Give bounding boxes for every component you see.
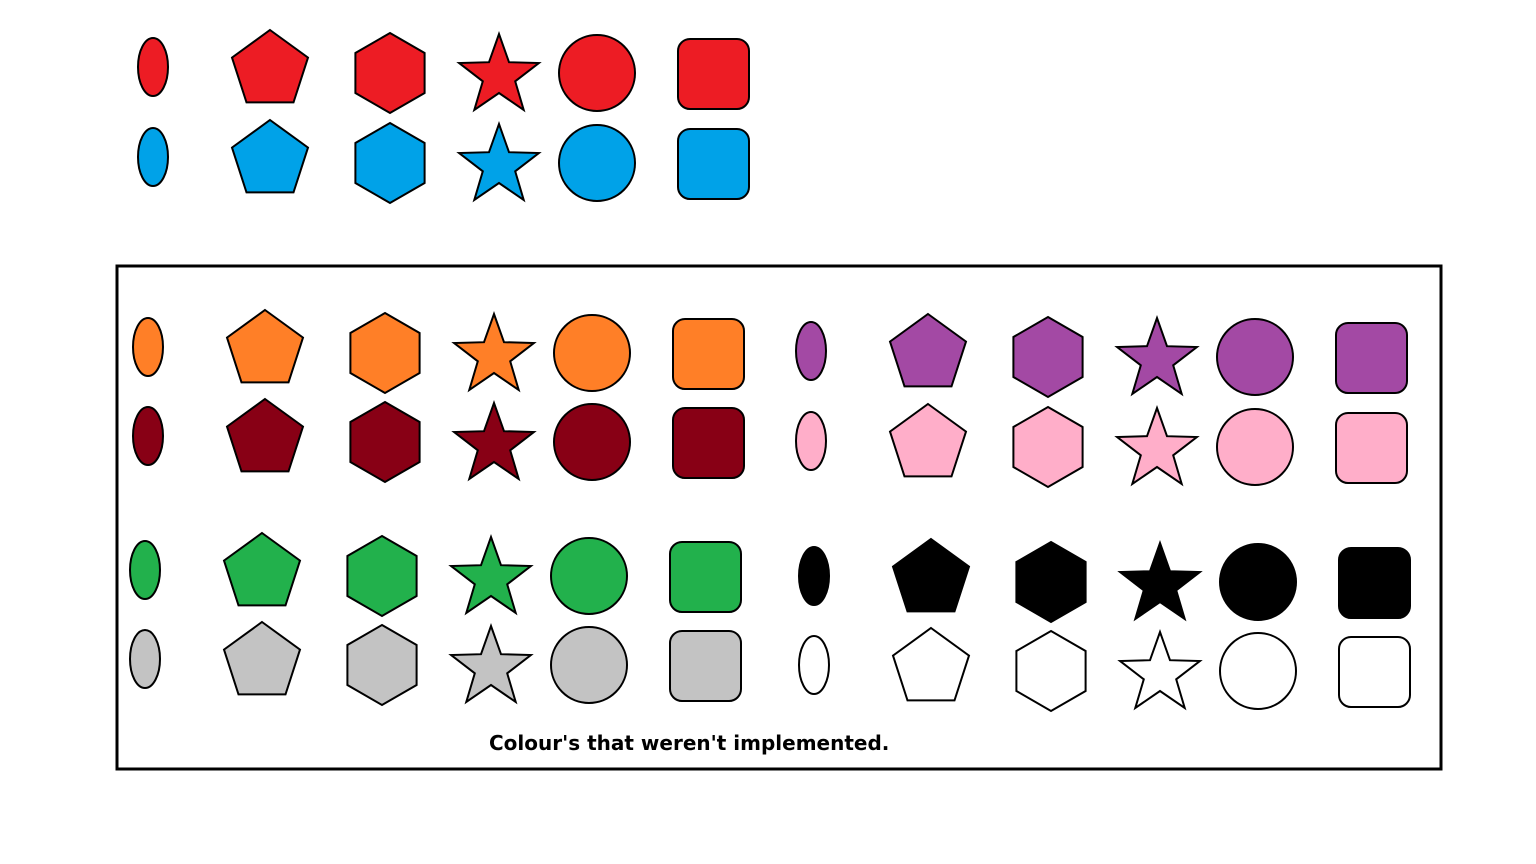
- pentagon-icon: [225, 308, 305, 384]
- ellipse-icon: [132, 406, 164, 466]
- shape-row-red: [137, 28, 750, 115]
- star-icon: [451, 311, 537, 393]
- pentagon-icon: [891, 537, 971, 613]
- circle-icon: [550, 626, 628, 704]
- rounded-square-icon: [669, 630, 742, 702]
- ellipse-icon: [132, 317, 164, 377]
- hexagon-icon: [1015, 540, 1087, 624]
- pentagon-icon: [222, 620, 302, 696]
- pentagon-icon: [888, 402, 968, 478]
- circle-icon: [558, 34, 636, 112]
- rounded-square-icon: [677, 128, 750, 200]
- circle-icon: [1219, 632, 1297, 710]
- rounded-square-icon: [1338, 636, 1411, 708]
- circle-icon: [553, 403, 631, 481]
- hexagon-icon: [1015, 629, 1087, 713]
- ellipse-icon: [137, 127, 169, 187]
- unimplemented-box: [115, 264, 1443, 771]
- ellipse-icon: [795, 411, 827, 471]
- rounded-square-icon: [1338, 547, 1411, 619]
- hexagon-icon: [354, 31, 426, 115]
- hexagon-icon: [354, 121, 426, 205]
- rounded-square-icon: [1335, 412, 1408, 484]
- star-icon: [448, 534, 534, 616]
- rounded-square-icon: [1335, 322, 1408, 394]
- pentagon-icon: [230, 118, 310, 194]
- hexagon-icon: [349, 311, 421, 395]
- circle-icon: [1216, 318, 1294, 396]
- ellipse-icon: [798, 635, 830, 695]
- ellipse-icon: [129, 540, 161, 600]
- hexagon-icon: [346, 623, 418, 707]
- ellipse-icon: [137, 37, 169, 97]
- circle-icon: [558, 124, 636, 202]
- star-icon: [448, 623, 534, 705]
- pentagon-icon: [891, 626, 971, 702]
- ellipse-icon: [795, 321, 827, 381]
- circle-icon: [1216, 408, 1294, 486]
- shape-row-grey: [129, 620, 742, 707]
- shape-row-green: [129, 531, 742, 618]
- ellipse-icon: [129, 629, 161, 689]
- shape-grid: [129, 28, 1411, 713]
- pentagon-icon: [222, 531, 302, 607]
- hexagon-icon: [346, 534, 418, 618]
- rounded-square-icon: [672, 407, 745, 479]
- star-icon: [1114, 315, 1200, 397]
- circle-icon: [553, 314, 631, 392]
- shape-row-black: [798, 537, 1411, 624]
- shape-row-pink: [795, 402, 1408, 489]
- hexagon-icon: [1012, 315, 1084, 399]
- hexagon-icon: [1012, 405, 1084, 489]
- unimplemented-caption: Colour's that weren't implemented.: [489, 731, 890, 755]
- star-icon: [1117, 540, 1203, 622]
- pentagon-icon: [888, 312, 968, 388]
- shape-row-dark-red: [132, 397, 745, 484]
- circle-icon: [1219, 543, 1297, 621]
- rounded-square-icon: [677, 38, 750, 110]
- pentagon-icon: [225, 397, 305, 473]
- rounded-square-icon: [669, 541, 742, 613]
- star-icon: [1117, 629, 1203, 711]
- ellipse-icon: [798, 546, 830, 606]
- shape-row-orange: [132, 308, 745, 395]
- star-icon: [1114, 405, 1200, 487]
- pentagon-icon: [230, 28, 310, 104]
- star-icon: [456, 121, 542, 203]
- hexagon-icon: [349, 400, 421, 484]
- star-icon: [456, 31, 542, 113]
- shape-row-purple: [795, 312, 1408, 399]
- shape-row-white: [798, 626, 1411, 713]
- star-icon: [451, 400, 537, 482]
- shape-row-blue: [137, 118, 750, 205]
- circle-icon: [550, 537, 628, 615]
- rounded-square-icon: [672, 318, 745, 390]
